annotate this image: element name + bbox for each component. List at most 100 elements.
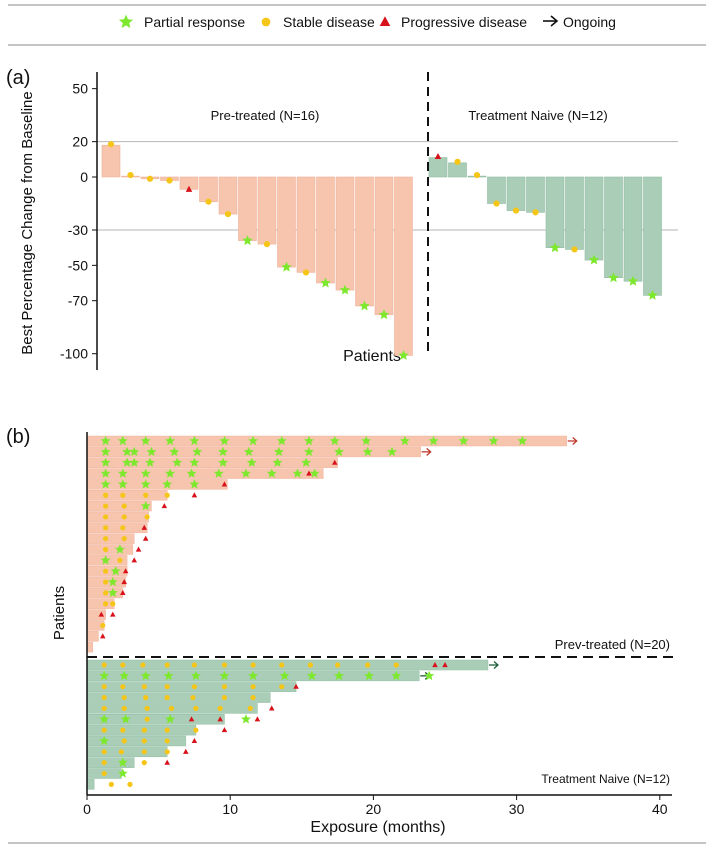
partial-response-star-icon	[117, 768, 128, 778]
partial-response-star-icon	[99, 714, 110, 724]
partial-response-star-icon	[218, 457, 228, 467]
stable-disease-circle-icon	[250, 662, 256, 668]
partial-response-star-icon	[100, 457, 111, 467]
partial-response-star-icon	[117, 468, 128, 478]
stable-disease-circle-icon	[103, 503, 109, 509]
swimmer-bar	[86, 714, 225, 725]
partial-response-star-icon	[281, 261, 292, 272]
stable-disease-circle-icon	[164, 727, 170, 733]
progressive-disease-triangle-icon	[379, 16, 391, 26]
stable-disease-circle-icon	[141, 684, 147, 690]
arrow-head	[572, 437, 578, 445]
stable-disease-circle-icon	[121, 503, 127, 509]
swimmer-bar	[86, 533, 135, 544]
partial-response-star-icon	[391, 670, 402, 681]
progressive-disease-triangle-icon	[99, 633, 106, 639]
legend-circle-icon	[261, 17, 271, 27]
legend-star-icon	[118, 14, 134, 29]
partial-response-star-icon	[517, 435, 528, 446]
progressive-disease-triangle-icon	[122, 568, 129, 574]
ongoing-arrow-icon	[488, 661, 499, 669]
progressive-disease-triangle-icon	[254, 716, 261, 722]
partial-response-star-icon	[359, 300, 370, 311]
stable-disease-circle-icon	[302, 269, 310, 276]
swimmer-bar	[86, 692, 271, 703]
x-tick-label: 0	[83, 801, 91, 817]
partial-response-star-icon	[488, 435, 499, 446]
partial-response-star-icon	[165, 435, 175, 446]
waterfall-bar	[448, 162, 467, 178]
partial-response-star-icon	[334, 670, 344, 681]
naive-group-label: Treatment Naive (N=12)	[468, 108, 607, 123]
progressive-disease-triangle-icon	[442, 661, 448, 668]
panel-a-label: (a)	[6, 67, 30, 89]
stable-disease-circle-icon	[164, 694, 170, 701]
stable-disease-circle-icon	[224, 211, 232, 218]
x-tick-label: 30	[509, 801, 525, 817]
swimmer-y-label: Patients	[51, 586, 68, 640]
stable-disease-circle-icon	[110, 601, 116, 607]
partial-response-star-icon	[190, 670, 201, 681]
partial-response-star-icon	[241, 714, 251, 724]
waterfall-bar	[604, 176, 623, 279]
partial-response-star-icon	[172, 457, 183, 467]
swimmer-naive-group-label: Treatment Naive (N=12)	[541, 772, 670, 786]
partial-response-star-icon	[243, 446, 254, 457]
stable-disease-circle-icon	[121, 694, 127, 701]
waterfall-bar	[487, 176, 506, 204]
stable-disease-circle-icon	[146, 175, 154, 182]
progressive-disease-triangle-icon	[142, 535, 149, 541]
partial-response-star-icon	[339, 284, 351, 295]
partial-response-star-icon	[120, 714, 131, 724]
x-tick-label: 10	[222, 801, 238, 817]
partial-response-star-icon	[99, 735, 110, 746]
ongoing-arrow-icon	[421, 447, 432, 456]
partial-response-star-icon	[306, 670, 317, 681]
stable-disease-circle-icon	[103, 590, 109, 596]
swimmer-bar	[86, 681, 297, 692]
partial-response-star-icon	[140, 435, 151, 446]
progressive-disease-triangle-icon	[434, 152, 442, 160]
legend-stable-disease: Stable disease	[283, 14, 375, 30]
waterfall-bar	[623, 176, 643, 282]
swimmer-bar	[86, 598, 115, 609]
waterfall-bar	[218, 176, 238, 215]
progressive-disease-triangle-icon	[164, 759, 170, 765]
swimmer-bar	[86, 631, 99, 642]
stable-disease-circle-icon	[221, 684, 228, 690]
partial-response-star-icon	[588, 254, 600, 265]
partial-response-star-icon	[122, 457, 132, 467]
partial-response-star-icon	[140, 500, 151, 511]
partial-response-star-icon	[362, 446, 373, 457]
legend-triangle-icon	[379, 16, 391, 26]
stable-disease-circle-icon	[250, 694, 256, 701]
partial-response-star-icon	[279, 670, 290, 681]
stable-disease-circle-icon	[120, 492, 126, 498]
y-tick-label: 50	[72, 81, 88, 97]
panel-b-label: (b)	[6, 426, 30, 448]
stable-disease-circle-icon	[221, 694, 228, 701]
prevtreated-group-label: Prev-treated (N=20)	[555, 637, 670, 652]
stable-disease-circle-icon	[144, 514, 150, 520]
partial-response-star-icon	[608, 272, 619, 283]
progressive-disease-triangle-icon	[135, 546, 142, 552]
stable-disease-circle-icon	[261, 17, 271, 27]
waterfall-y-label: Best Percentage Change from Baseline	[19, 91, 36, 355]
progressive-disease-triangle-icon	[131, 557, 138, 563]
partial-response-star-icon	[140, 468, 151, 478]
partial-response-star-icon	[361, 435, 372, 446]
partial-response-star-icon	[219, 435, 230, 446]
partial-response-star-icon	[100, 479, 111, 489]
progressive-disease-triangle-icon	[432, 661, 438, 668]
stable-disease-circle-icon	[108, 781, 114, 787]
legend: Partial response Stable disease Progress…	[118, 14, 616, 30]
y-tick-label: -30	[68, 222, 88, 238]
partial-response-star-icon	[398, 350, 409, 360]
swimmer-bar	[86, 522, 148, 534]
partial-response-star-icon	[117, 435, 128, 446]
partial-response-star-icon	[428, 435, 439, 446]
partial-response-star-icon	[549, 242, 561, 253]
progressive-disease-triangle-icon	[221, 481, 228, 487]
progressive-disease-triangle-icon	[293, 683, 299, 689]
swimmer-bar	[86, 641, 93, 653]
